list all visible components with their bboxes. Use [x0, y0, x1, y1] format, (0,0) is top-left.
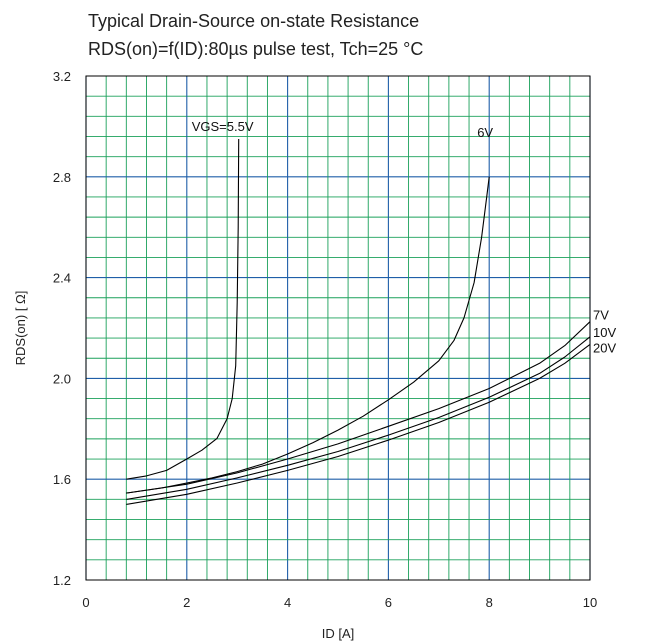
- series-label: VGS=5.5V: [192, 119, 254, 134]
- chart-subtitle: RDS(on)=f(ID):80µs pulse test, Tch=25 °C: [88, 39, 423, 59]
- plot-frame: [85, 75, 591, 581]
- series-line: [126, 343, 591, 505]
- x-tick-label: 8: [486, 595, 493, 610]
- x-tick-label: 6: [385, 595, 392, 610]
- y-axis-label: RDS(on) [ Ω]: [13, 291, 28, 366]
- x-tick-label: 2: [183, 595, 190, 610]
- curves: [126, 138, 591, 505]
- x-tick-label: 10: [583, 595, 597, 610]
- y-tick-label: 2.8: [53, 170, 71, 185]
- y-tick-label: 3.2: [53, 69, 71, 84]
- series-label: 10V: [593, 325, 616, 340]
- series-line: [126, 176, 490, 494]
- series-label: 20V: [593, 340, 616, 355]
- y-tick-label: 2.0: [53, 371, 71, 386]
- y-tick-label: 2.4: [53, 271, 71, 286]
- x-tick-label: 0: [82, 595, 89, 610]
- series-line: [126, 138, 240, 480]
- x-axis-label: ID [A]: [322, 626, 355, 641]
- series-line: [126, 336, 591, 500]
- chart-title: Typical Drain-Source on-state Resistance: [88, 11, 419, 31]
- series-label: 6V: [477, 125, 493, 140]
- grid: [85, 75, 591, 581]
- y-tick-label: 1.2: [53, 573, 71, 588]
- x-tick-label: 4: [284, 595, 291, 610]
- tick-labels: 0 2 4 6 8 10 1.2 1.6 2.0 2.4 2.8 3.2: [53, 69, 597, 610]
- series-line: [126, 321, 591, 494]
- y-tick-label: 1.6: [53, 472, 71, 487]
- series-label: 7V: [593, 308, 609, 323]
